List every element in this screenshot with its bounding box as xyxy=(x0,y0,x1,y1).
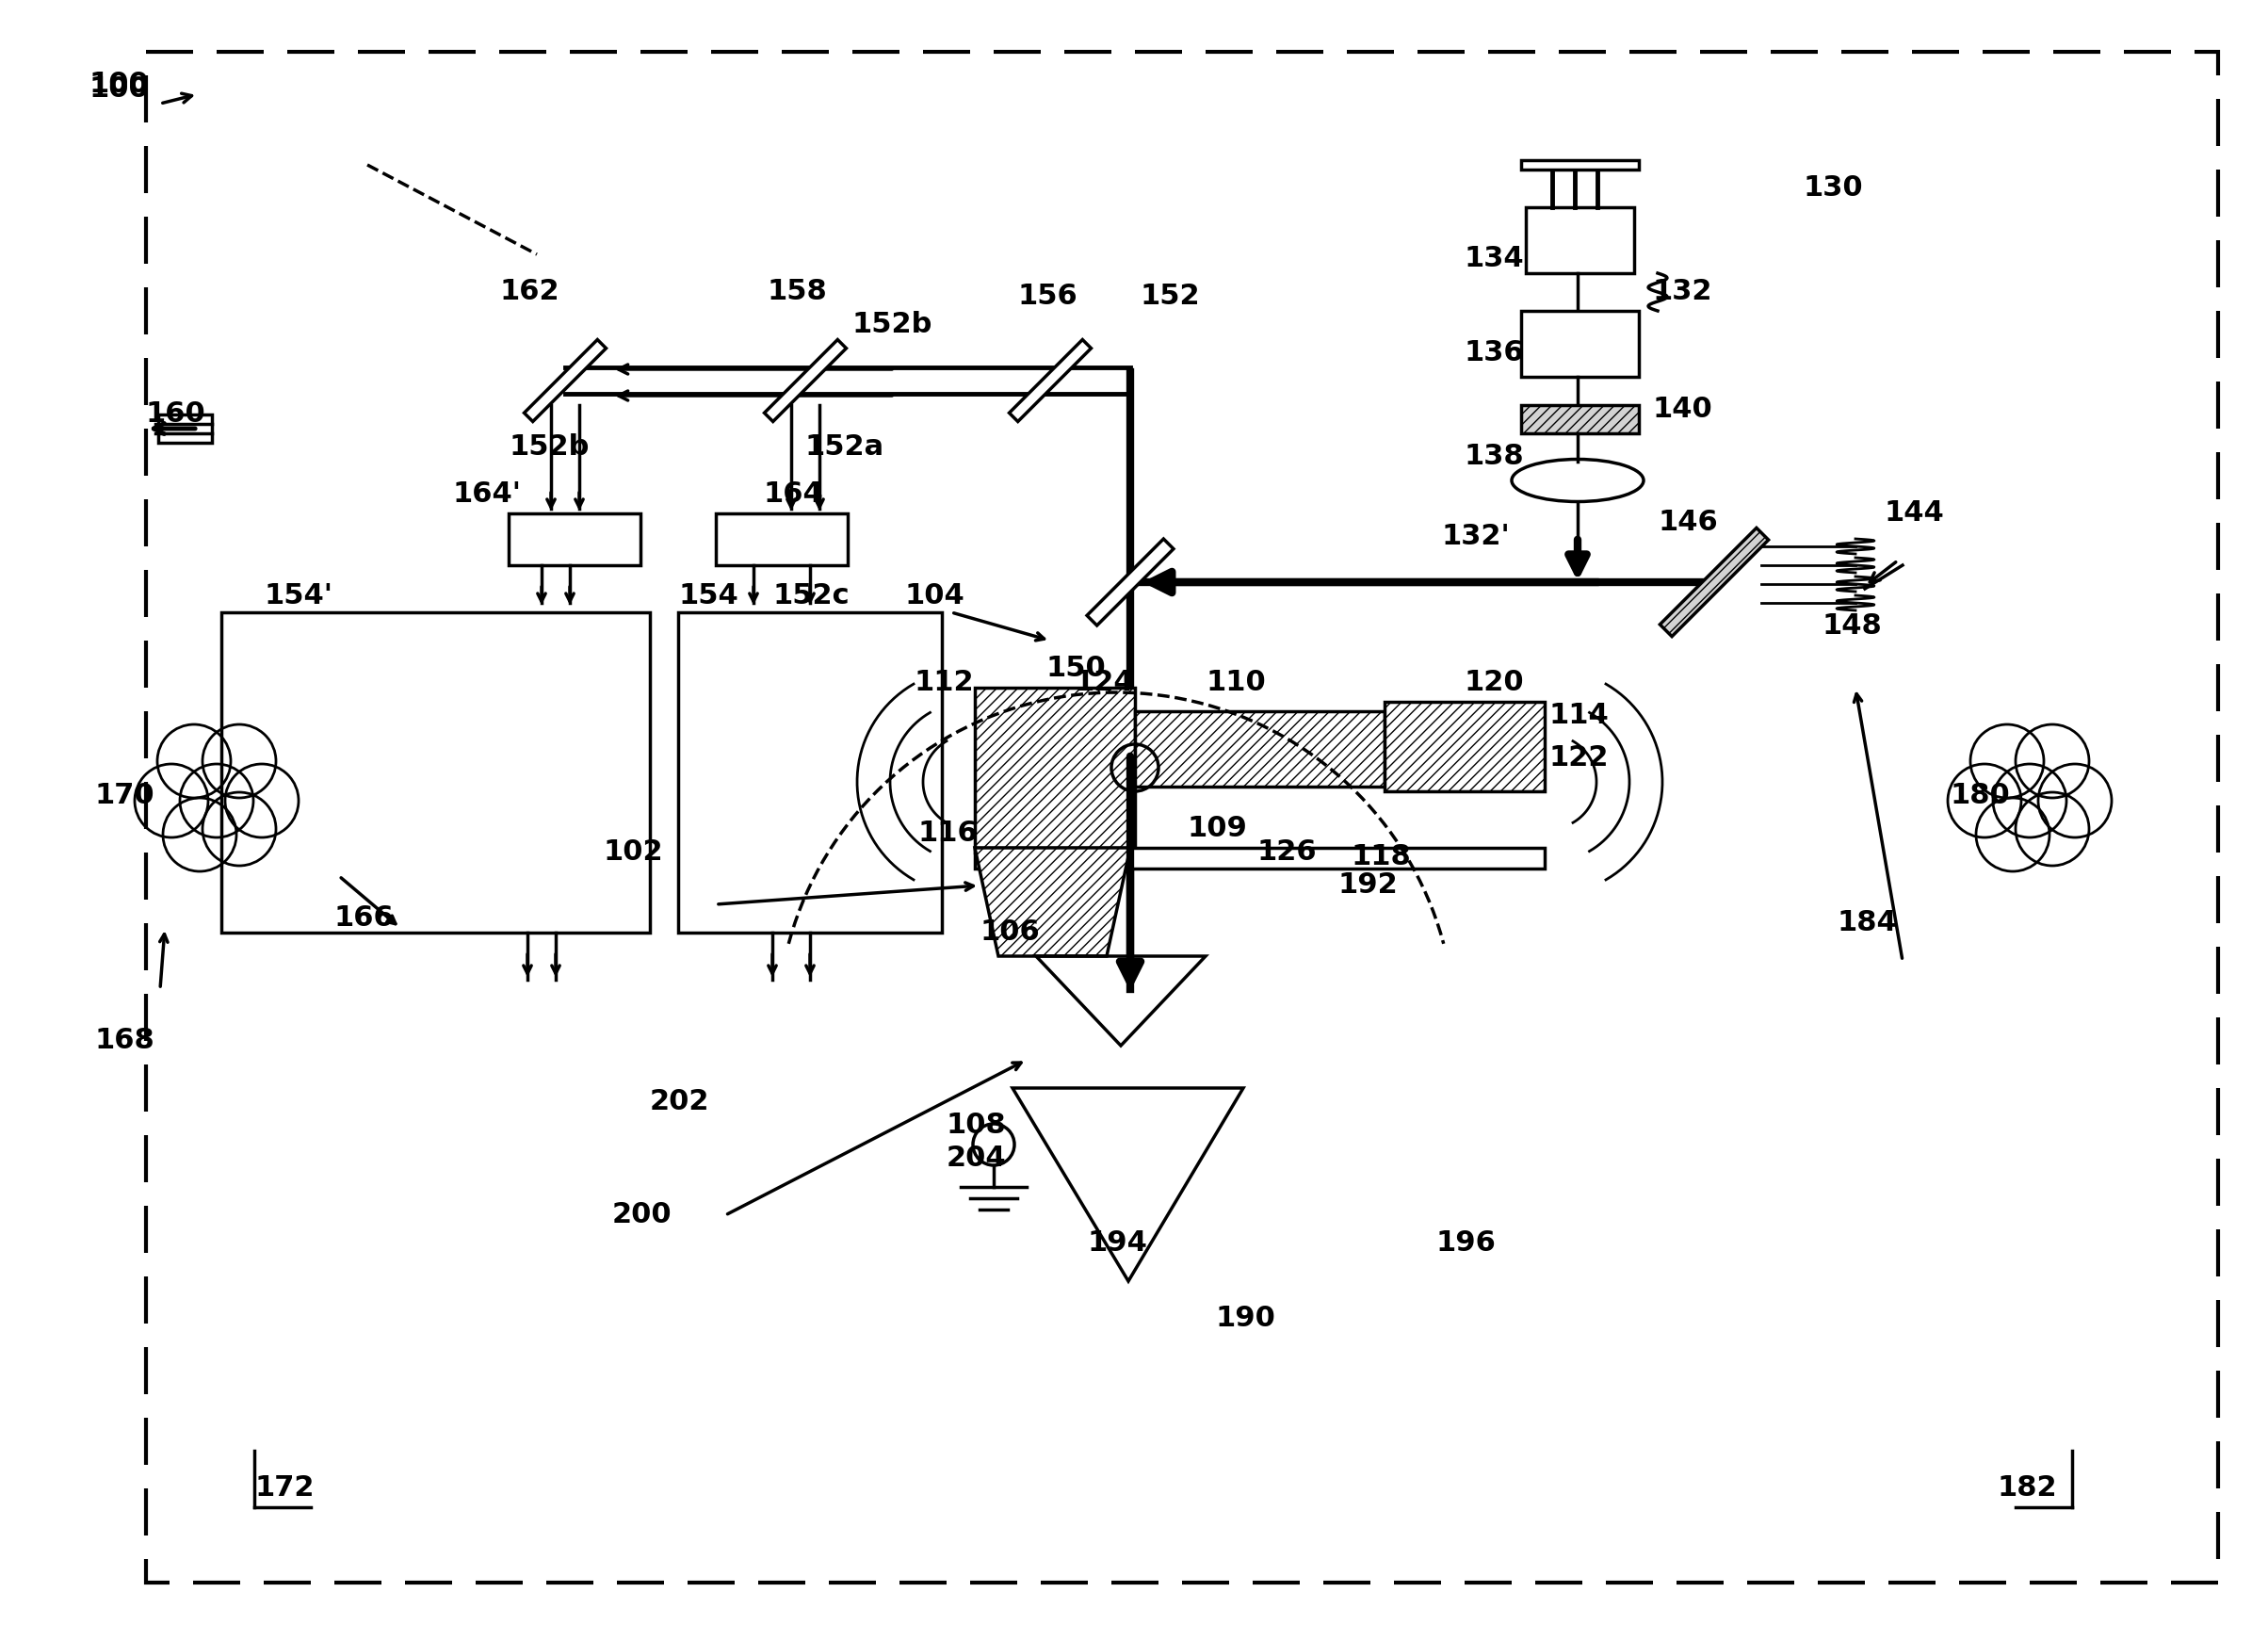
Text: 156: 156 xyxy=(1018,282,1077,310)
Text: 152b: 152b xyxy=(853,310,932,338)
Text: 164: 164 xyxy=(762,481,823,507)
Bar xyxy=(508,514,640,565)
Text: 126: 126 xyxy=(1256,839,1318,866)
Text: 192: 192 xyxy=(1338,871,1397,899)
Text: 168: 168 xyxy=(95,1027,154,1054)
Bar xyxy=(1383,702,1545,791)
Bar xyxy=(1526,207,1635,272)
Bar xyxy=(159,415,211,443)
Text: 200: 200 xyxy=(612,1201,671,1229)
Text: 194: 194 xyxy=(1089,1229,1148,1257)
Text: 140: 140 xyxy=(1653,395,1712,423)
Text: 108: 108 xyxy=(946,1111,1007,1139)
Text: 138: 138 xyxy=(1465,443,1524,469)
Polygon shape xyxy=(524,340,606,422)
Text: 170: 170 xyxy=(95,781,154,809)
Bar xyxy=(717,514,848,565)
Bar xyxy=(1522,405,1640,433)
Polygon shape xyxy=(1086,538,1173,625)
Text: 204: 204 xyxy=(946,1144,1007,1172)
Bar xyxy=(1522,161,1640,169)
Text: 100: 100 xyxy=(88,71,150,98)
Text: 122: 122 xyxy=(1549,745,1610,771)
Text: 182: 182 xyxy=(1996,1474,2057,1502)
Text: 100: 100 xyxy=(88,75,150,103)
Bar xyxy=(975,688,1134,853)
Polygon shape xyxy=(1009,340,1091,422)
Text: 118: 118 xyxy=(1352,843,1411,870)
Text: 172: 172 xyxy=(254,1474,313,1502)
Text: 116: 116 xyxy=(919,819,978,847)
Text: 114: 114 xyxy=(1549,702,1610,729)
Polygon shape xyxy=(975,848,1129,957)
Bar xyxy=(975,848,1545,868)
Text: 164': 164' xyxy=(451,481,522,507)
Text: 146: 146 xyxy=(1658,509,1717,537)
Bar xyxy=(222,612,651,932)
Text: 166: 166 xyxy=(333,904,395,932)
Text: 202: 202 xyxy=(651,1088,710,1116)
Text: 152a: 152a xyxy=(805,433,885,461)
Text: 154: 154 xyxy=(678,583,737,609)
Text: 154': 154' xyxy=(263,583,333,609)
Text: 102: 102 xyxy=(603,839,662,866)
Text: 109: 109 xyxy=(1186,816,1247,842)
Text: 132': 132' xyxy=(1440,523,1510,550)
Text: 130: 130 xyxy=(1803,174,1864,202)
Text: 134: 134 xyxy=(1465,245,1524,272)
Text: 112: 112 xyxy=(914,670,973,696)
Text: 160: 160 xyxy=(145,400,206,428)
Text: 196: 196 xyxy=(1436,1229,1497,1257)
Polygon shape xyxy=(764,340,846,422)
Text: 190: 190 xyxy=(1216,1305,1275,1332)
Text: 152b: 152b xyxy=(508,433,590,461)
Text: 106: 106 xyxy=(980,919,1039,945)
Text: 180: 180 xyxy=(1950,781,2009,809)
Text: 132: 132 xyxy=(1653,277,1712,305)
Bar xyxy=(1522,310,1640,377)
Text: 124: 124 xyxy=(1073,670,1134,696)
Text: 104: 104 xyxy=(905,583,964,609)
Text: 110: 110 xyxy=(1207,670,1266,696)
Text: 162: 162 xyxy=(499,277,560,305)
Text: 152c: 152c xyxy=(773,583,848,609)
Bar xyxy=(678,612,941,932)
Text: 184: 184 xyxy=(1837,909,1896,937)
Text: 150: 150 xyxy=(1046,655,1105,683)
Text: 152: 152 xyxy=(1139,282,1200,310)
Text: 136: 136 xyxy=(1465,340,1524,366)
Text: 120: 120 xyxy=(1465,670,1524,696)
Text: 158: 158 xyxy=(767,277,828,305)
Text: 144: 144 xyxy=(1885,499,1944,527)
Text: 148: 148 xyxy=(1823,612,1882,640)
Bar xyxy=(1134,711,1383,786)
Polygon shape xyxy=(1660,528,1769,637)
